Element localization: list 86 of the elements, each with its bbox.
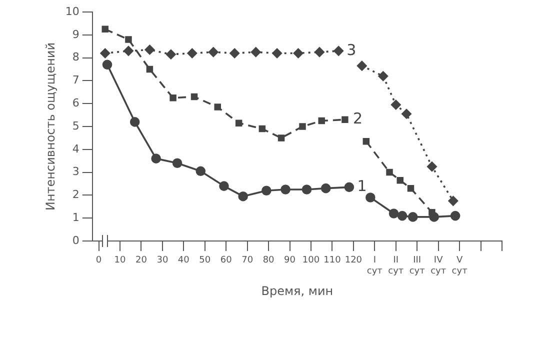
y-tick-label: 1 [72, 210, 80, 224]
point [166, 49, 176, 60]
point [427, 162, 437, 172]
point [407, 184, 414, 192]
point [314, 47, 324, 57]
point [366, 192, 376, 202]
point [146, 66, 154, 73]
x-tick-label: 40 [178, 256, 190, 266]
point [397, 210, 408, 221]
x-tick-label: 20 [135, 256, 148, 266]
point [388, 208, 399, 218]
y-tick-label: 9 [72, 28, 80, 41]
point [258, 125, 266, 132]
point [396, 176, 404, 184]
series-label: 1 [357, 177, 367, 196]
y-axis-title: Интенсивность ощущений [43, 42, 58, 211]
y-tick-label: 0 [72, 234, 80, 247]
point [130, 117, 140, 127]
x-tick-label: IV сут [430, 256, 446, 277]
point [342, 116, 348, 124]
point [299, 123, 306, 130]
point [362, 138, 370, 145]
x-tick-label: 30 [156, 256, 168, 266]
y-tick-label: 10 [65, 4, 80, 18]
y-tick-label: 3 [72, 165, 80, 178]
point [450, 210, 460, 221]
point [408, 212, 418, 222]
point [230, 48, 240, 58]
x-tick-label: 10 [114, 256, 126, 266]
point [172, 158, 182, 168]
point [357, 60, 367, 71]
x-axis-title: Время, мин [261, 284, 334, 298]
x-tick-label: II сут [388, 256, 404, 277]
x-tick-label: I сут [366, 256, 382, 277]
x-tick-label: III сут [409, 256, 425, 277]
x-tick-label: 70 [242, 256, 254, 266]
point [402, 109, 412, 119]
y-tick-label: 6 [72, 96, 80, 110]
point [344, 182, 354, 192]
point [238, 191, 248, 202]
y-tick-label: 7 [72, 74, 80, 87]
point [250, 47, 261, 57]
point [235, 120, 242, 126]
point [124, 46, 134, 56]
series-label: 2 [352, 110, 362, 128]
x-tick-label: 50 [199, 256, 211, 266]
series-label: 3 [346, 40, 356, 59]
point [196, 166, 206, 176]
y-tick-label: 5 [72, 119, 80, 132]
point [102, 26, 109, 33]
x-tick-label: 60 [220, 256, 232, 266]
x-tick-label: V сут [452, 256, 468, 277]
point [102, 60, 112, 70]
point [318, 117, 325, 124]
y-tick-label: 8 [72, 50, 80, 64]
point [386, 168, 393, 176]
point [429, 212, 439, 222]
point [187, 48, 198, 58]
point [378, 71, 388, 82]
y-tick-label: 4 [72, 142, 80, 156]
point [272, 48, 282, 58]
point [208, 47, 218, 57]
point [190, 93, 198, 100]
point [293, 48, 304, 58]
y-tick-label: 2 [72, 188, 80, 202]
point [320, 183, 331, 194]
point [334, 46, 344, 56]
point [219, 181, 229, 191]
point [390, 100, 401, 110]
point [151, 154, 161, 164]
point [280, 184, 290, 194]
x-tick-label: 100 [302, 256, 320, 266]
x-tick-label: 80 [262, 256, 275, 266]
point [302, 184, 312, 194]
point [100, 48, 110, 58]
point [448, 196, 458, 206]
x-tick-label: 90 [284, 256, 296, 266]
point [144, 44, 155, 55]
point [278, 134, 285, 142]
point [170, 94, 176, 102]
point [262, 186, 272, 196]
point [214, 104, 221, 110]
point [125, 36, 132, 43]
x-tick-label: 120 [344, 256, 362, 266]
x-tick-label: 0 [96, 256, 102, 266]
x-tick-label: 110 [324, 256, 342, 266]
